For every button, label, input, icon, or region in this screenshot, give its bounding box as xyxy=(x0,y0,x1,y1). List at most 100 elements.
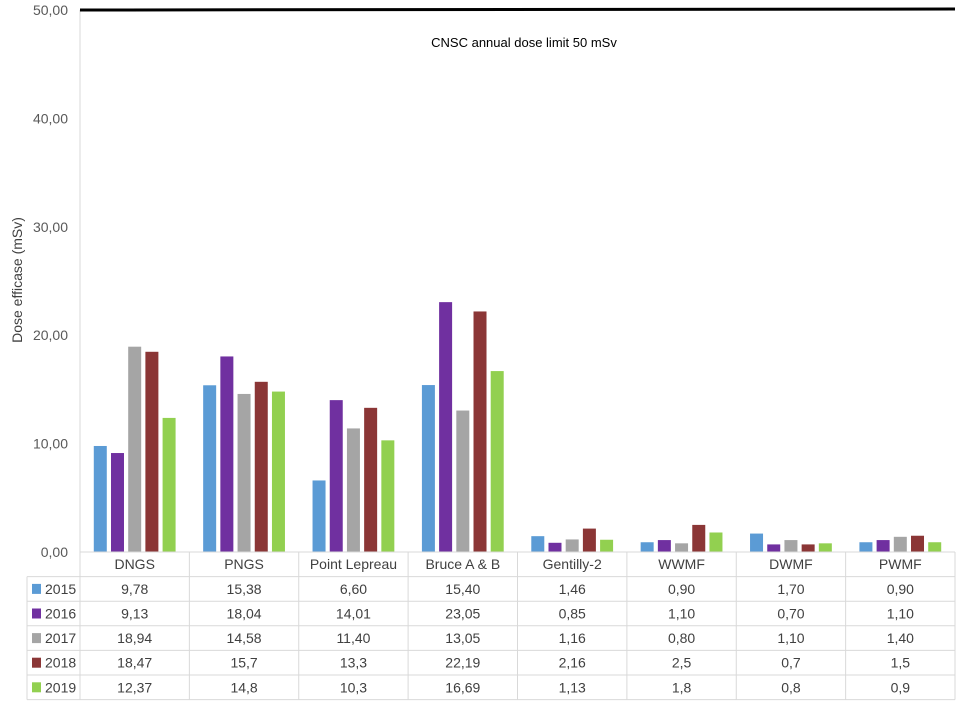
dose-limit-line xyxy=(79,7,956,12)
bar-bruce-a-b-2017 xyxy=(456,410,470,552)
data-label: 18,04 xyxy=(227,606,262,622)
bar-wwmf-2017 xyxy=(675,543,689,552)
data-label: 1,46 xyxy=(559,581,586,597)
bar-point-lepreau-2016 xyxy=(329,400,343,552)
bar-gentilly-2-2016 xyxy=(548,542,562,552)
bar-gentilly-2-2017 xyxy=(565,539,579,552)
bar-dngs-2019 xyxy=(162,417,176,552)
data-label: 9,78 xyxy=(121,581,148,597)
bar-gentilly-2-2019 xyxy=(600,539,614,552)
bar-bruce-a-b-2015 xyxy=(421,385,435,552)
x-category-label: PNGS xyxy=(224,556,264,572)
data-label: 14,01 xyxy=(336,606,371,622)
legend-key-2019 xyxy=(32,682,41,693)
data-label: 9,13 xyxy=(121,606,148,622)
bar-bruce-a-b-2016 xyxy=(439,302,453,552)
legend-label: 2018 xyxy=(45,655,76,671)
legend-label: 2019 xyxy=(45,679,76,695)
data-label: 14,8 xyxy=(230,679,257,695)
bar-bruce-a-b-2019 xyxy=(490,371,504,552)
data-label: 18,47 xyxy=(117,655,152,671)
data-label: 0,7 xyxy=(781,655,801,671)
bar-gentilly-2-2018 xyxy=(582,528,596,552)
bar-dwmf-2015 xyxy=(750,533,764,552)
bar-pngs-2015 xyxy=(203,385,217,552)
data-label: 2,5 xyxy=(672,655,692,671)
legend-key-2016 xyxy=(32,608,41,619)
bar-point-lepreau-2015 xyxy=(312,480,326,552)
axes-layer: 0,00 10,00 20,00 30,00 40,00 50,00 Dose effica… xyxy=(9,2,81,560)
legend-key-2017 xyxy=(32,633,41,644)
bar-dngs-2018 xyxy=(145,351,159,552)
x-category-label: WWMF xyxy=(658,556,705,572)
x-category-label: Gentilly-2 xyxy=(543,556,602,572)
legend-label: 2016 xyxy=(45,606,76,622)
bar-pwmf-2018 xyxy=(911,535,925,552)
x-category-label: DNGS xyxy=(114,556,154,572)
y-tick-label: 50,00 xyxy=(33,2,68,18)
bar-dwmf-2019 xyxy=(818,543,832,552)
bar-pwmf-2015 xyxy=(859,542,873,552)
bar-dwmf-2016 xyxy=(767,544,781,552)
data-label: 6,60 xyxy=(340,581,367,597)
data-label: 15,40 xyxy=(445,581,480,597)
data-label: 1,10 xyxy=(777,630,804,646)
x-category-label: Bruce A & B xyxy=(425,556,500,572)
bar-dwmf-2018 xyxy=(801,544,815,552)
data-label: 1,40 xyxy=(887,630,914,646)
annotation-layer: CNSC annual dose limit 50 mSv xyxy=(79,7,956,50)
data-label: 15,7 xyxy=(230,655,257,671)
bar-dngs-2017 xyxy=(128,346,142,552)
y-axis-title: Dose efficase (mSv) xyxy=(9,217,25,343)
bar-pngs-2018 xyxy=(254,381,268,552)
data-label: 2,16 xyxy=(559,655,586,671)
y-tick-label: 20,00 xyxy=(33,327,68,343)
data-label: 1,16 xyxy=(559,630,586,646)
y-tick-label: 30,00 xyxy=(33,219,68,235)
y-tick-label: 10,00 xyxy=(33,436,68,452)
dose-limit-label: CNSC annual dose limit 50 mSv xyxy=(431,35,617,50)
data-label: 15,38 xyxy=(227,581,262,597)
bar-wwmf-2015 xyxy=(640,542,654,552)
y-tick-label: 0,00 xyxy=(41,544,68,560)
bar-pwmf-2017 xyxy=(893,536,907,552)
data-label: 18,94 xyxy=(117,630,152,646)
data-label: 1,5 xyxy=(891,655,911,671)
legend-key-2018 xyxy=(32,657,41,668)
data-label: 13,3 xyxy=(340,655,367,671)
legend-label: 2017 xyxy=(45,630,76,646)
data-label: 0,90 xyxy=(668,581,695,597)
bar-wwmf-2016 xyxy=(657,540,671,552)
data-label: 1,10 xyxy=(887,606,914,622)
bar-point-lepreau-2018 xyxy=(364,407,378,552)
bar-point-lepreau-2017 xyxy=(346,428,360,552)
data-label: 0,90 xyxy=(887,581,914,597)
data-label: 1,70 xyxy=(777,581,804,597)
data-label: 0,8 xyxy=(781,679,801,695)
bar-bruce-a-b-2018 xyxy=(473,311,487,552)
data-label: 0,85 xyxy=(559,606,586,622)
data-label: 0,80 xyxy=(668,630,695,646)
data-label: 1,13 xyxy=(559,679,586,695)
x-category-label: Point Lepreau xyxy=(310,556,397,572)
data-label: 16,69 xyxy=(445,679,480,695)
bars-layer xyxy=(93,302,942,552)
data-label: 1,8 xyxy=(672,679,692,695)
y-tick-label: 40,00 xyxy=(33,110,68,126)
x-category-label: DWMF xyxy=(769,556,813,572)
data-label: 1,10 xyxy=(668,606,695,622)
bar-dngs-2015 xyxy=(93,445,107,552)
bar-dwmf-2017 xyxy=(784,540,798,552)
x-category-label: PWMF xyxy=(879,556,922,572)
data-label: 11,40 xyxy=(336,630,370,646)
data-label: 12,37 xyxy=(117,679,152,695)
data-label: 22,19 xyxy=(445,655,480,671)
data-label: 14,58 xyxy=(227,630,262,646)
legend-key-2015 xyxy=(32,583,41,594)
bar-pwmf-2019 xyxy=(928,542,942,552)
bar-pngs-2017 xyxy=(237,393,251,552)
bar-pngs-2019 xyxy=(271,391,285,552)
data-label: 23,05 xyxy=(445,606,480,622)
data-label: 0,9 xyxy=(891,679,911,695)
